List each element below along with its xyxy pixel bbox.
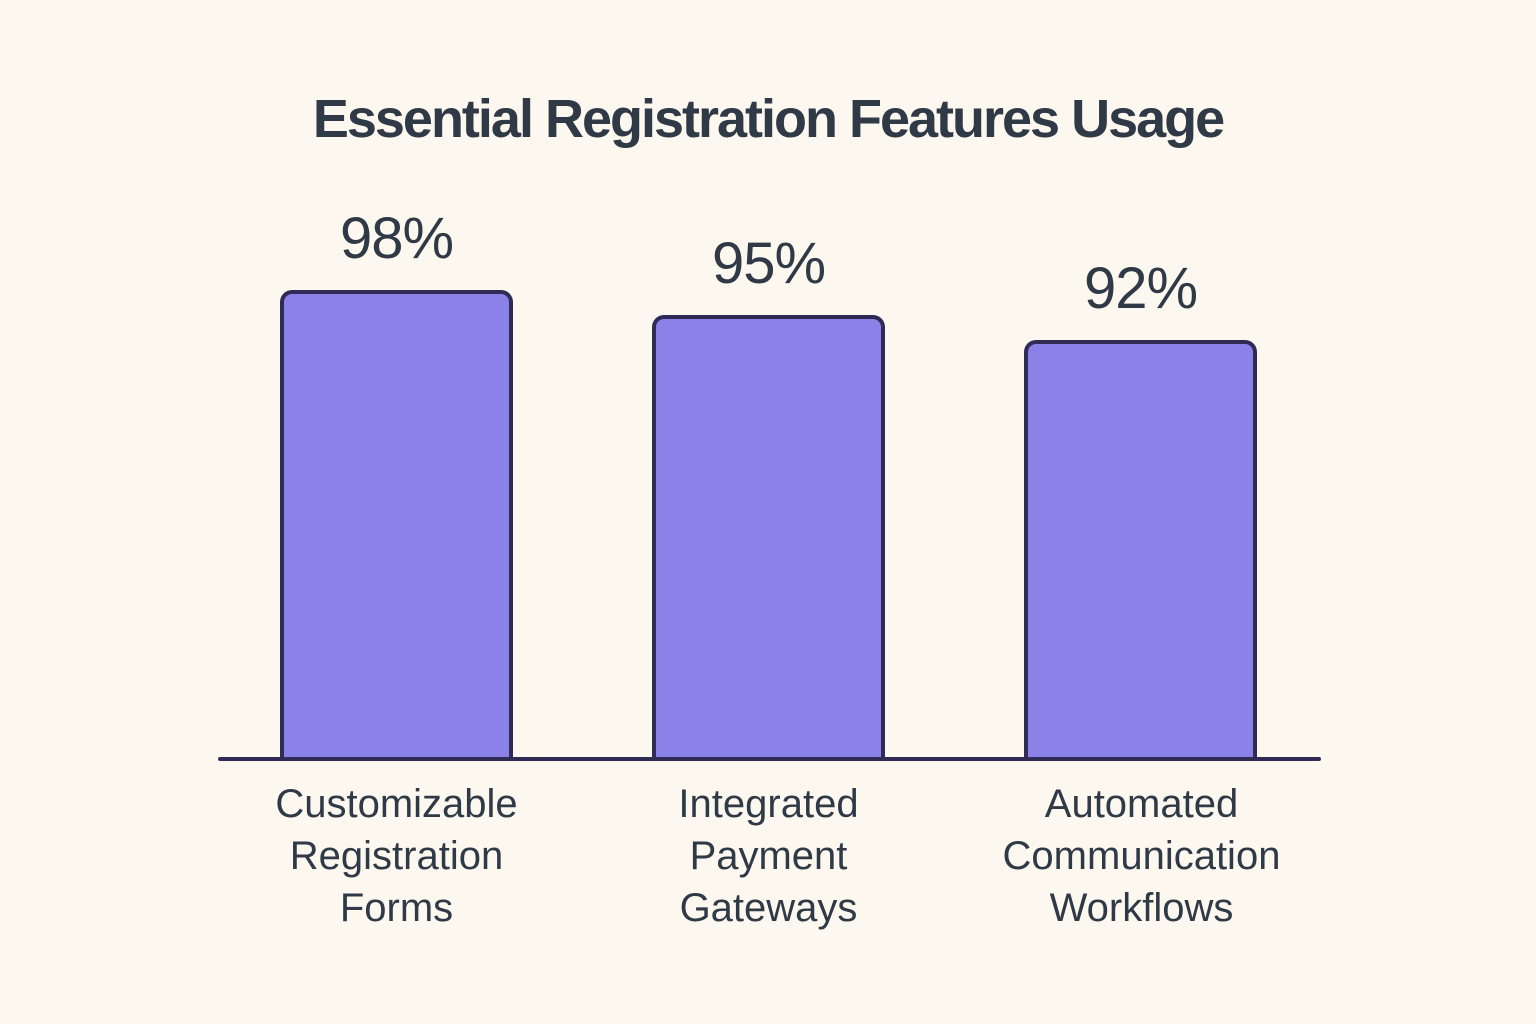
bar-group-customizable-registration-forms: 98% (280, 206, 513, 757)
plot-area: 98% 95% 92% (218, 0, 1321, 761)
bar-group-automated-communication-workflows: 92% (1024, 256, 1257, 757)
bar-group-integrated-payment-gateways: 95% (652, 231, 885, 757)
bar-value-label: 95% (711, 231, 826, 296)
bar-integrated-payment-gateways (652, 315, 885, 757)
category-label-automated-communication-workflows: Automated Communication Workflows (1002, 782, 1281, 930)
category-label-integrated-payment-gateways: Integrated Payment Gateways (678, 782, 859, 930)
bar-automated-communication-workflows (1024, 340, 1257, 757)
chart-title: Essential Registration Features Usage (312, 89, 1225, 149)
bar-value-label: 92% (1083, 256, 1198, 321)
x-axis-line (218, 757, 1321, 761)
bar-value-label: 98% (339, 206, 454, 271)
category-label-customizable-registration-forms: Customizable Registration Forms (275, 782, 518, 930)
bar-customizable-registration-forms (280, 290, 513, 757)
